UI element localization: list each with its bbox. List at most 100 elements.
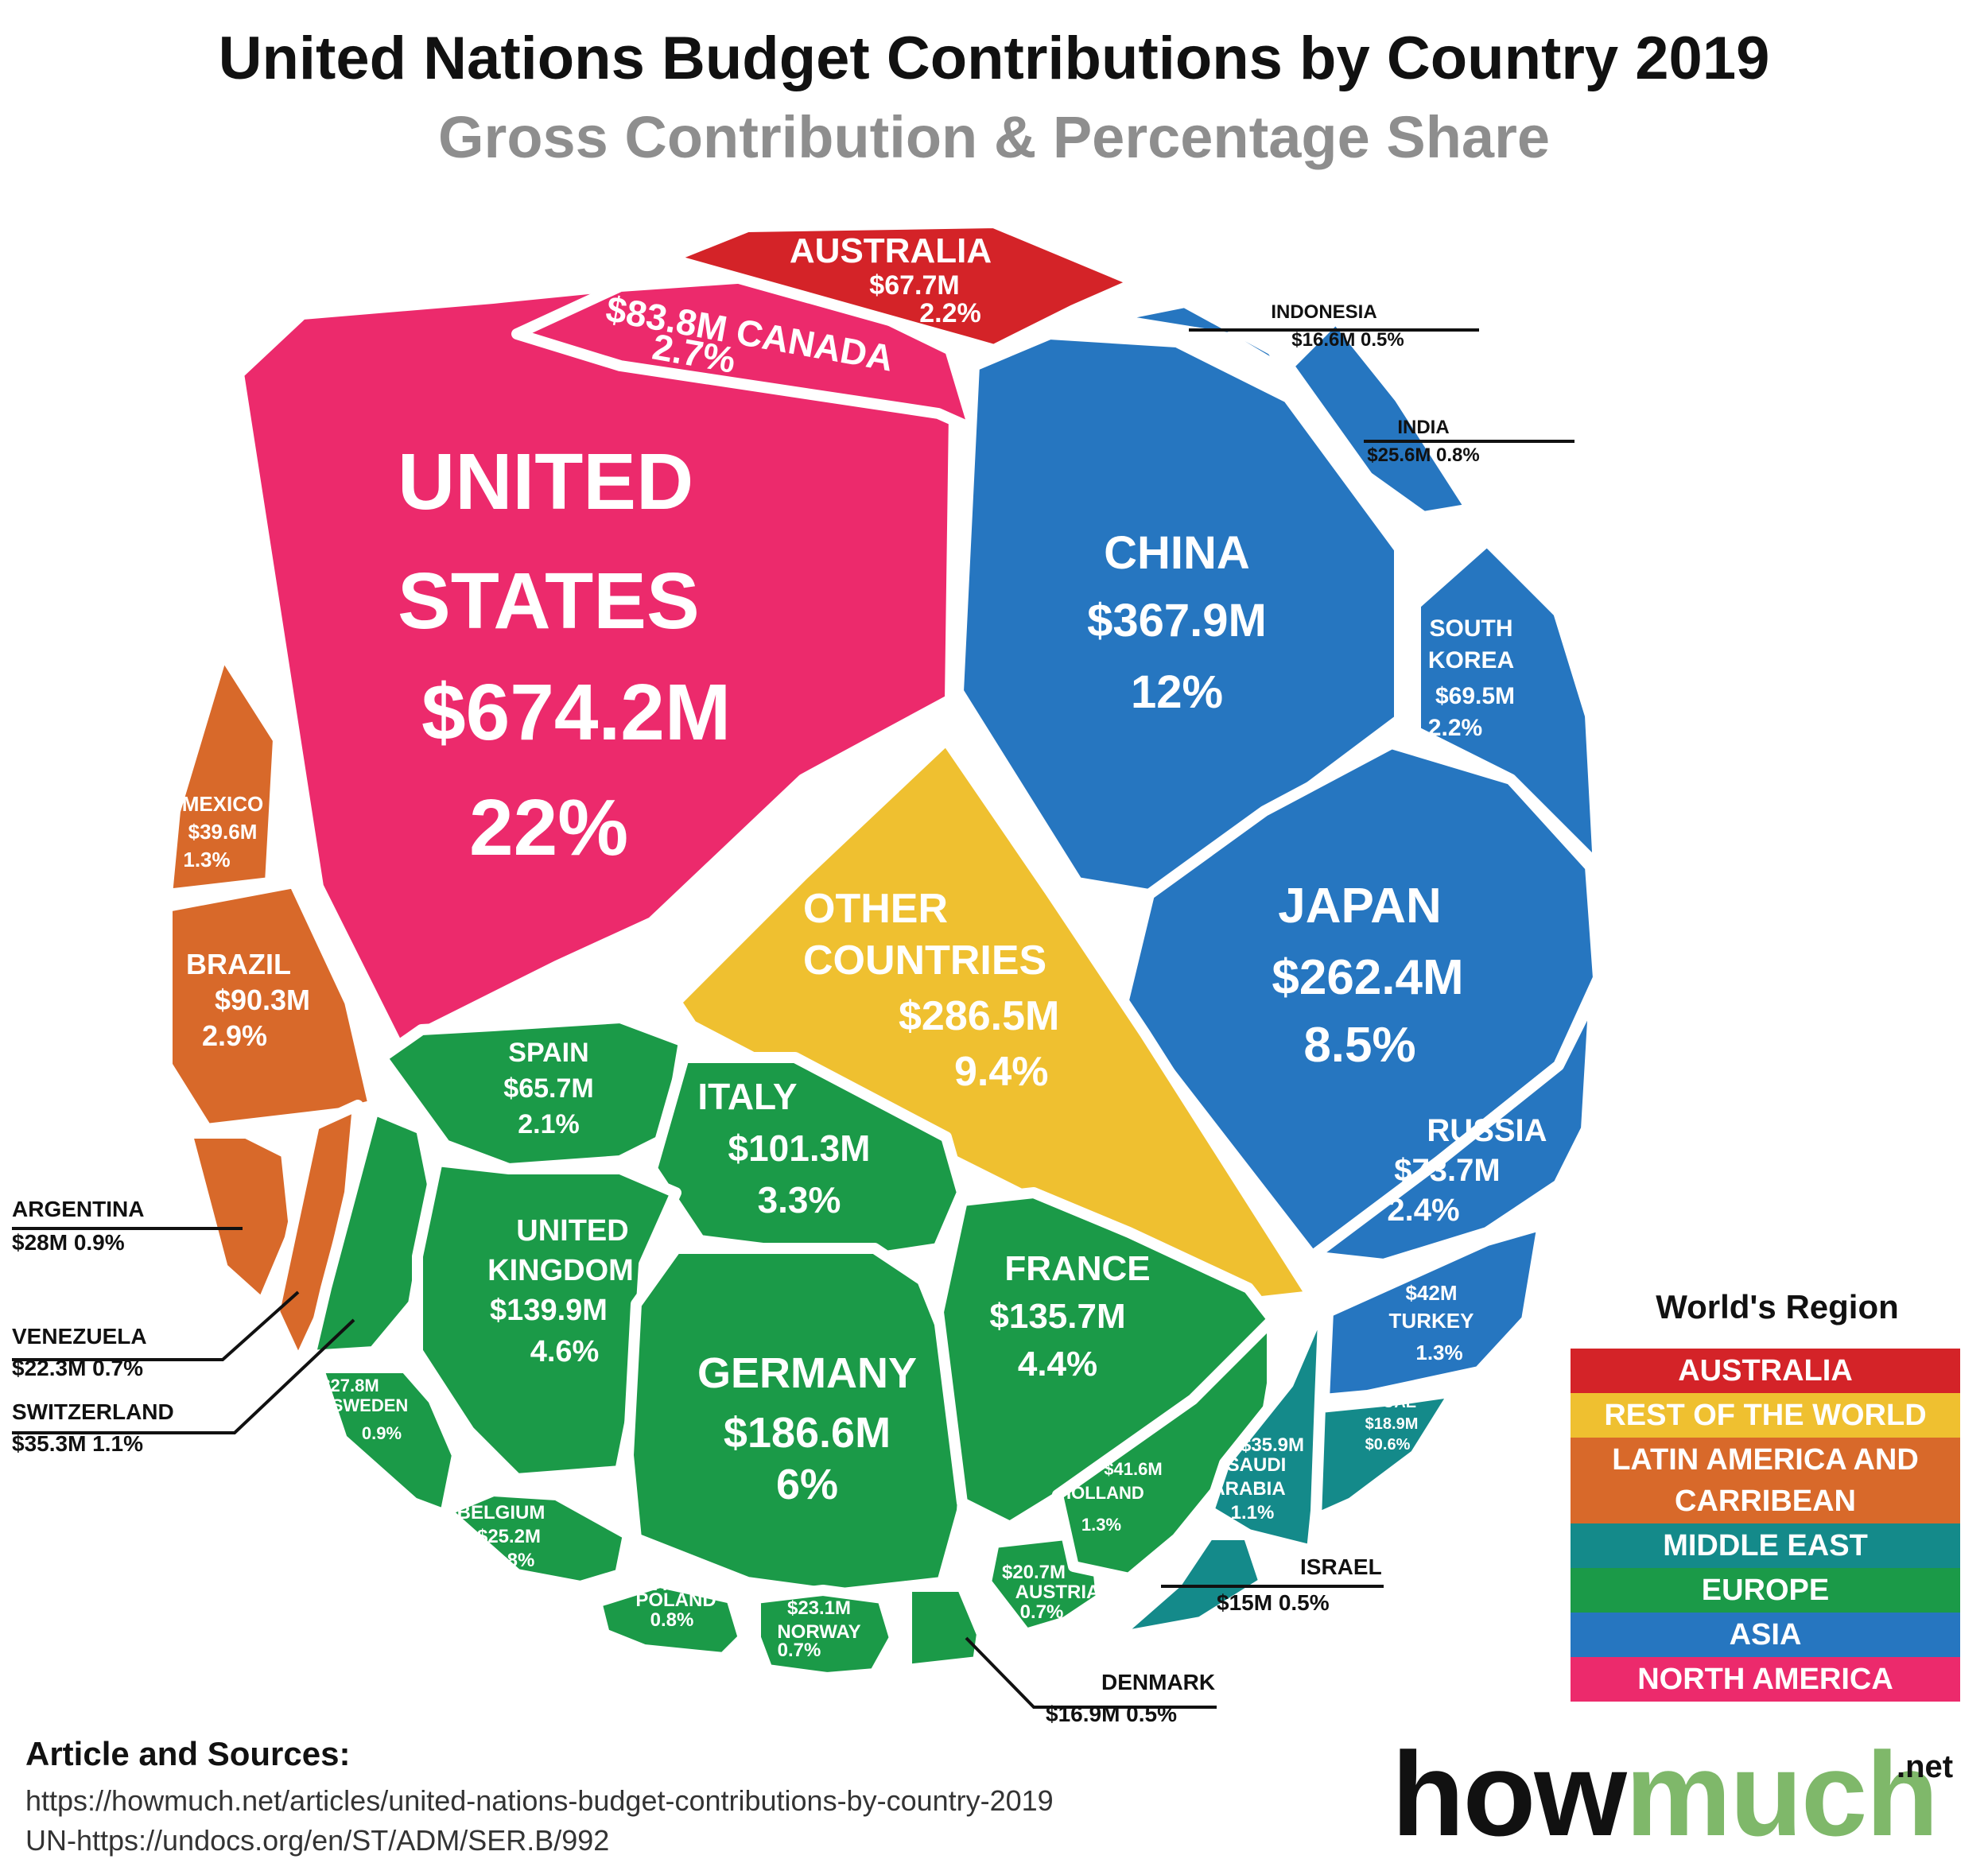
- label-japan-1: $262.4M: [1272, 950, 1463, 1005]
- label-germany-1: $186.6M: [724, 1409, 891, 1457]
- label-india-1: $25.6M 0.8%: [1367, 444, 1479, 466]
- legend-item-asia: ASIA: [1571, 1613, 1960, 1657]
- cell-australia: AUSTRALIA$67.7M2.2%: [662, 217, 1143, 355]
- cell-spain: SPAIN $65.7M 2.1%: [376, 1012, 689, 1174]
- howmuch-logo: howmuch: [1392, 1725, 1939, 1863]
- source-link-un[interactable]: UN-https://undocs.org/en/ST/ADM/SER.B/99…: [25, 1824, 610, 1857]
- cell-shape-russia: [1307, 988, 1600, 1270]
- sources: Article and Sources: https://howmuch.net…: [25, 1735, 1054, 1861]
- logo-tld: .net: [1897, 1749, 1954, 1784]
- cell-shape-australia: [662, 217, 1143, 355]
- label-turkey-0: $42M: [1405, 1281, 1457, 1305]
- label-southkorea-0: SOUTH: [1430, 615, 1513, 642]
- label-denmark-1: $16.9M 0.5%: [1046, 1702, 1177, 1726]
- legend-item-rest: REST OF THE WORLD: [1571, 1393, 1960, 1438]
- cell-shape-poland: [591, 1577, 749, 1663]
- leader-line-venezuela: [12, 1291, 300, 1361]
- label-norway-1: NORWAY: [777, 1621, 860, 1643]
- leader-line-denmark: [965, 1636, 1217, 1709]
- label-france-1: $135.7M: [989, 1297, 1125, 1336]
- label-argentina-1: $28M 0.9%: [12, 1230, 125, 1255]
- legend-item-north-america: NORTH AMERICA: [1571, 1657, 1960, 1702]
- cell-india: INDIA $25.6M 0.8%: [1283, 312, 1574, 522]
- cell-us: UNITED STATES $674.2M 22%: [233, 249, 960, 1051]
- label-australia-2: 2.2%: [919, 298, 981, 328]
- label-brazil-1: $90.3M: [215, 984, 310, 1016]
- label-uk-2: $139.9M: [490, 1294, 608, 1327]
- label-belgium-2: 0.8%: [491, 1550, 535, 1571]
- cell-shape-denmark: [901, 1581, 988, 1675]
- label-france-0: FRANCE: [1004, 1249, 1150, 1288]
- label-sweden-0: $27.8M: [320, 1376, 379, 1395]
- label-argentina-0: ARGENTINA: [12, 1197, 144, 1221]
- cell-israel: ISRAEL $15M 0.5%: [1108, 1529, 1384, 1644]
- chart-subtitle: Gross Contribution & Percentage Share: [437, 104, 1551, 170]
- label-switzerland-1: $35.3M 1.1%: [12, 1431, 143, 1456]
- label-holland-2: 1.3%: [1081, 1515, 1121, 1535]
- legend: AUSTRALIA REST OF THE WORLD LATIN AMERIC…: [1571, 1349, 1960, 1702]
- label-uk-3: 4.6%: [530, 1335, 600, 1368]
- cell-uae: UAE $18.9M $0.6%: [1310, 1386, 1461, 1524]
- label-israel-1: $15M 0.5%: [1217, 1590, 1330, 1615]
- cell-switzerland: SWITZERLAND $35.3M 1.1%: [12, 1104, 439, 1456]
- cell-denmark: DENMARK $16.9M 0.5%: [901, 1581, 1217, 1726]
- cell-uk: UNITED KINGDOM $139.9M 4.6%: [412, 1155, 681, 1485]
- leader-line-switzerland: [12, 1318, 355, 1434]
- source-link-article[interactable]: https://howmuch.net/articles/united-nati…: [25, 1784, 1054, 1817]
- cell-shape-us: [233, 249, 960, 1051]
- label-belgium-1: $25.2M: [477, 1526, 541, 1547]
- label-germany-0: GERMANY: [697, 1349, 917, 1397]
- label-russia-1: $73.7M: [1394, 1153, 1500, 1188]
- cell-shape-china: [953, 328, 1405, 900]
- label-australia-0: AUSTRALIA: [790, 231, 992, 270]
- cell-shape-india: [1283, 312, 1477, 522]
- label-us-1: STATES: [398, 557, 700, 646]
- label-southkorea-1: KOREA: [1428, 647, 1514, 673]
- label-australia-1: $67.7M: [869, 270, 959, 301]
- label-belgium-0: BELGIUM: [457, 1502, 546, 1523]
- label-turkey-2: 1.3%: [1415, 1341, 1462, 1364]
- label-brazil-2: 2.9%: [202, 1019, 267, 1052]
- label-brazil-0: BRAZIL: [186, 948, 291, 980]
- label-india-0: INDIA: [1397, 417, 1449, 438]
- cell-shape-indonesia: [1100, 297, 1294, 379]
- label-japan-0: JAPAN: [1278, 879, 1442, 933]
- cell-germany: GERMANY $186.6M6%: [623, 1243, 976, 1600]
- label-venezuela-0: VENEZUELA: [12, 1324, 147, 1349]
- label-sweden-1: SWEDEN: [332, 1395, 409, 1415]
- label-uk-1: KINGDOM: [487, 1254, 634, 1287]
- label-uk-0: UNITED: [516, 1214, 628, 1248]
- cell-venezuela: VENEZUELA $22.3M 0.7%: [12, 1100, 363, 1380]
- label-switzerland-0: SWITZERLAND: [12, 1399, 174, 1424]
- label-southkorea-3: 2.2%: [1428, 715, 1482, 741]
- label-austria-2: 0.7%: [1020, 1601, 1064, 1623]
- label-other-2: $286.5M: [899, 993, 1059, 1039]
- label-austria-0: $20.7M: [1002, 1562, 1066, 1583]
- label-sweden-2: 0.9%: [362, 1423, 402, 1443]
- label-saudi-3: 1.1%: [1231, 1502, 1275, 1523]
- chart-title: United Nations Budget Contributions by C…: [218, 25, 1770, 92]
- label-turkey-1: TURKEY: [1389, 1309, 1474, 1333]
- label-southkorea-2: $69.5M: [1435, 683, 1515, 709]
- label-italy-0: ITALY: [697, 1076, 797, 1117]
- label-holland-1: HOLLAND: [1058, 1483, 1144, 1503]
- label-spain-1: $65.7M: [503, 1073, 593, 1104]
- label-mexico-2: 1.3%: [183, 848, 230, 871]
- label-japan-2: 8.5%: [1303, 1018, 1415, 1073]
- label-uae-1: $18.9M: [1365, 1415, 1419, 1433]
- cell-argentina: ARGENTINA $28M 0.9%: [12, 1128, 300, 1310]
- label-venezuela-1: $22.3M 0.7%: [12, 1356, 143, 1380]
- label-germany-2: 6%: [776, 1461, 838, 1508]
- label-poland-2: 0.8%: [650, 1609, 694, 1631]
- label-israel-0: ISRAEL: [1300, 1554, 1382, 1579]
- label-poland-0: $24.6M: [636, 1574, 700, 1595]
- label-us-2: $674.2M: [421, 668, 731, 757]
- label-denmark-0: DENMARK: [1101, 1670, 1215, 1694]
- cell-shape-southkorea: [1410, 535, 1604, 872]
